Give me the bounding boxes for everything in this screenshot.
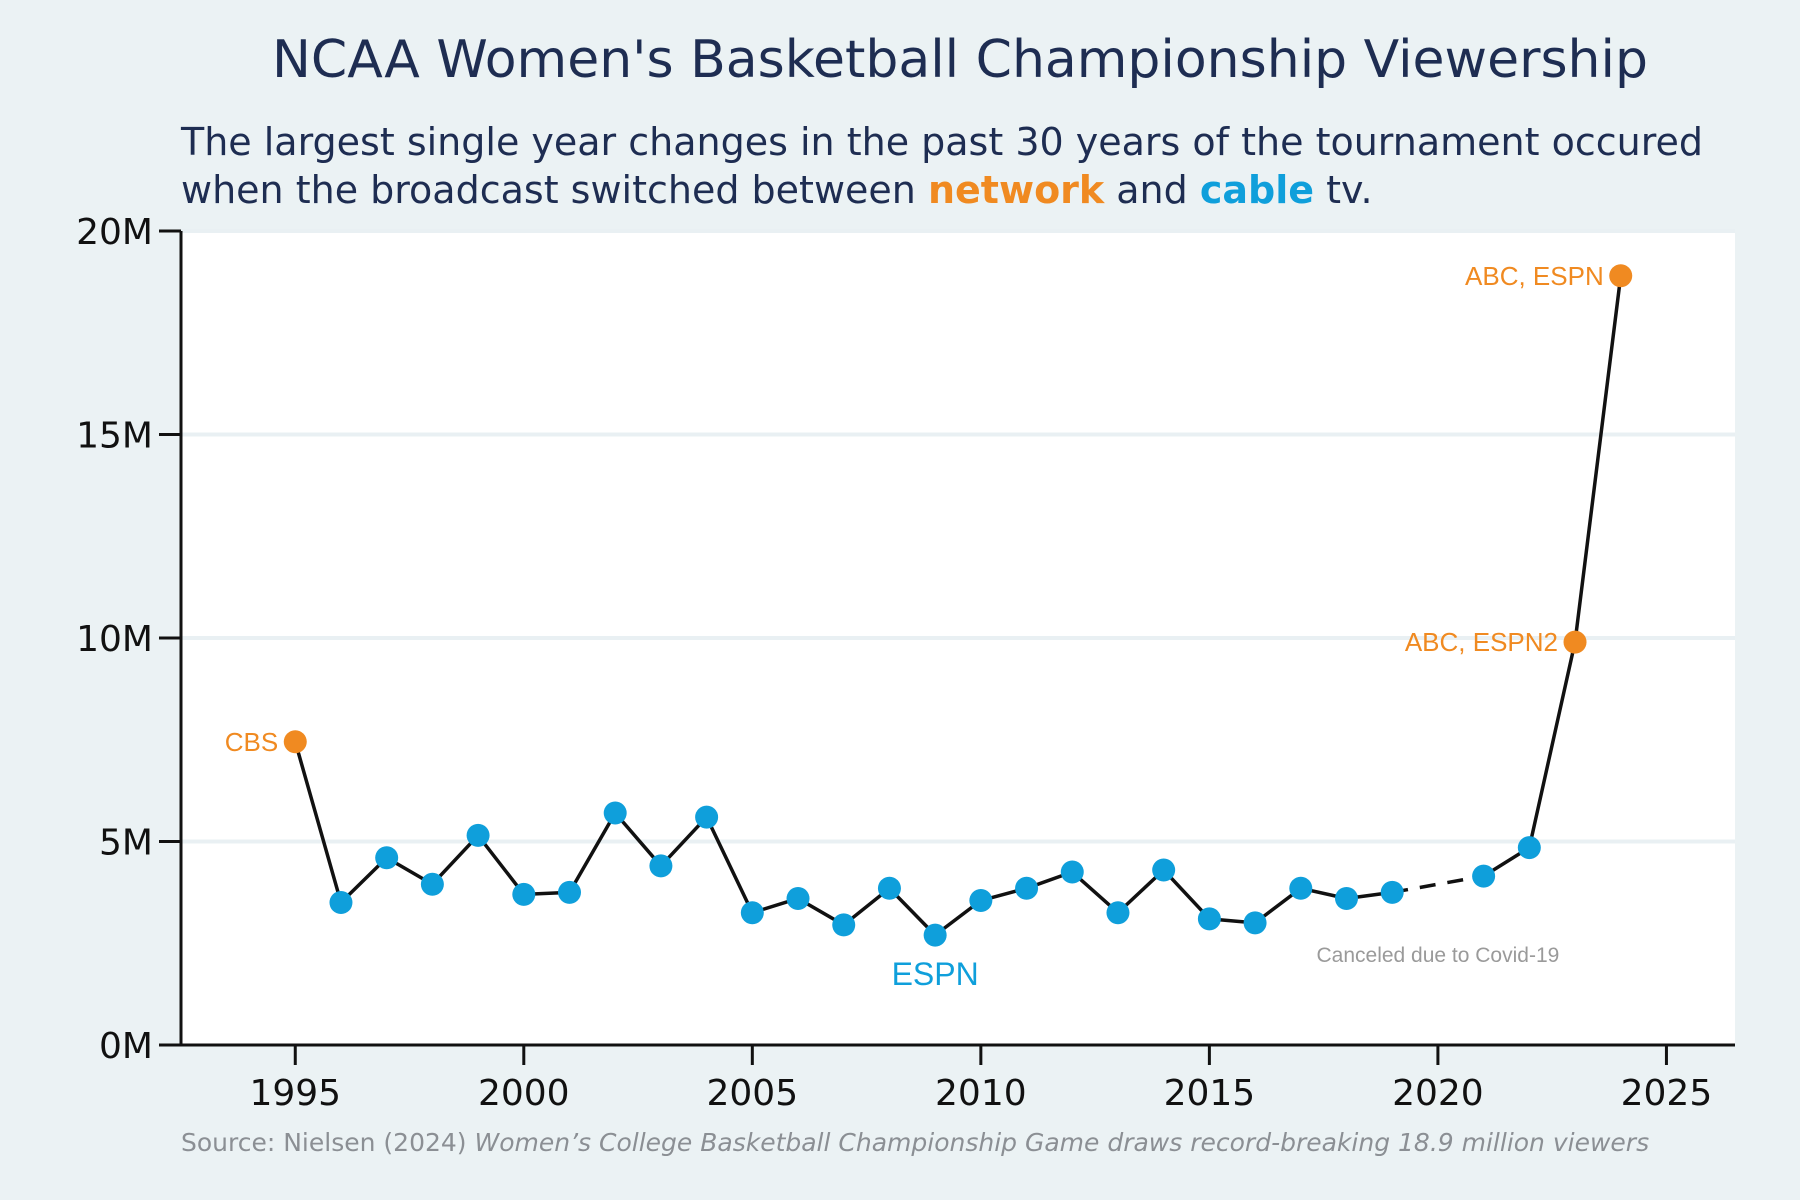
y-tick-label: 10M [76, 619, 153, 660]
data-point [740, 901, 764, 925]
data-point [283, 730, 307, 754]
data-point [786, 886, 810, 910]
data-point [695, 805, 719, 829]
subtitle-text-after: tv. [1314, 168, 1373, 212]
data-point [877, 876, 901, 900]
annotation-label: ESPN [892, 956, 979, 992]
x-tick-label: 2000 [478, 1073, 570, 1114]
data-point [466, 823, 490, 847]
data-point [1197, 907, 1221, 931]
subtitle-line-1: The largest single year changes in the p… [181, 120, 1703, 164]
data-point [1517, 836, 1541, 860]
data-point [1289, 876, 1313, 900]
annotation-label: ABC, ESPN2 [1405, 627, 1558, 657]
x-tick-label: 2020 [1392, 1073, 1484, 1114]
data-point [329, 891, 353, 915]
annotation-label: ABC, ESPN [1465, 261, 1604, 291]
data-point [1152, 858, 1176, 882]
data-point [1243, 911, 1267, 935]
subtitle-line-2: when the broadcast switched between netw… [181, 166, 1741, 214]
data-point [420, 872, 444, 896]
data-point [1335, 886, 1358, 910]
data-point [649, 854, 673, 878]
x-tick-label: 2005 [707, 1073, 799, 1114]
chart-subtitle: The largest single year changes in the p… [181, 118, 1741, 214]
data-point [1609, 264, 1633, 288]
x-tick-label: 2025 [1621, 1073, 1713, 1114]
data-point [603, 801, 627, 825]
data-point [1472, 864, 1496, 888]
subtitle-text-middle: and [1104, 168, 1200, 212]
x-tick-label: 1995 [249, 1073, 341, 1114]
y-tick-label: 5M [99, 823, 153, 864]
x-tick-label: 2010 [935, 1073, 1027, 1114]
annotation-note: Canceled due to Covid-19 [1316, 944, 1559, 967]
series-line [1482, 275, 1623, 878]
source-prefix: Source: Nielsen (2024) [181, 1128, 475, 1157]
subtitle-text-before: when the broadcast switched between [181, 168, 928, 212]
chart-title: NCAA Women's Basketball Championship Vie… [272, 30, 1648, 90]
data-point [832, 913, 856, 937]
data-point [1563, 630, 1587, 654]
data-point [1060, 860, 1084, 884]
data-point [1380, 880, 1404, 904]
data-point [1015, 876, 1039, 900]
data-point [969, 889, 993, 913]
data-point [1106, 901, 1130, 925]
data-point [375, 846, 399, 870]
data-point [923, 923, 947, 947]
source-title: Women’s College Basketball Championship … [474, 1128, 1650, 1157]
y-tick-label: 20M [76, 212, 153, 253]
x-tick-label: 2015 [1164, 1073, 1256, 1114]
data-point [512, 882, 536, 906]
y-tick-label: 15M [76, 416, 153, 457]
source-note: Source: Nielsen (2024) Women’s College B… [181, 1128, 1649, 1157]
data-point [558, 880, 581, 904]
annotation-label: CBS [225, 727, 278, 757]
network-highlight: network [927, 168, 1105, 212]
y-tick-label: 0M [99, 1026, 153, 1067]
series-gap-dashed [1391, 874, 1484, 895]
cable-highlight: cable [1199, 168, 1315, 212]
